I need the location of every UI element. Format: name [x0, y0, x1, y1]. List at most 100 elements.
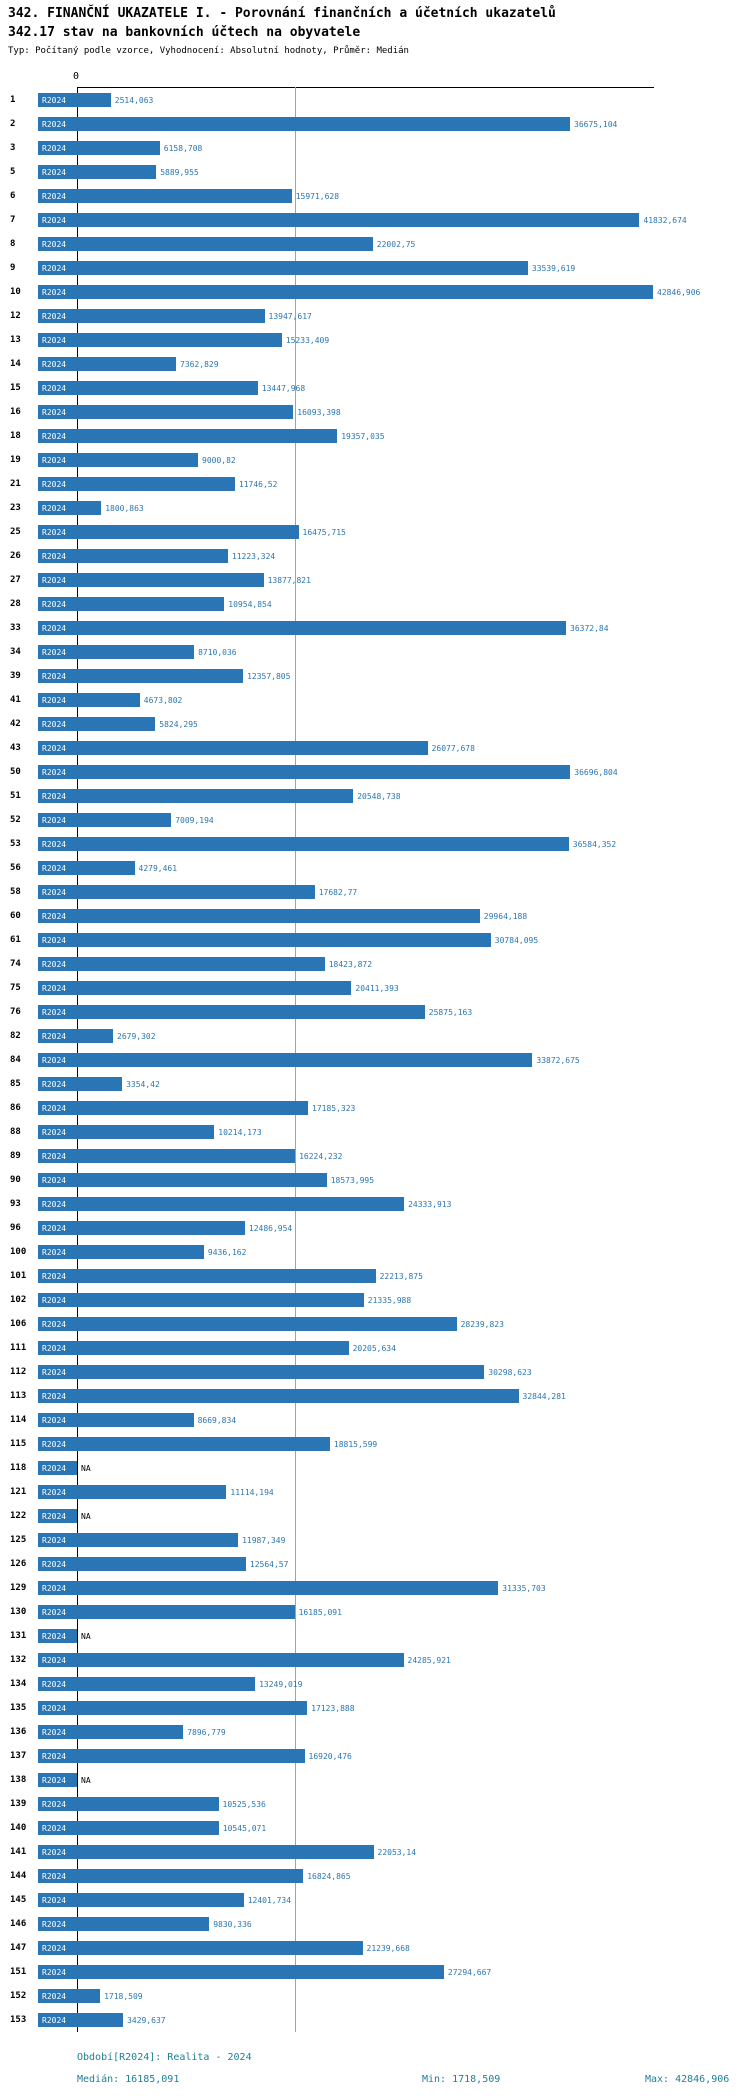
bar-row: 93 R2024 24333,913 [0, 1192, 750, 1216]
bar-row: 16 R2024 16093,398 [0, 400, 750, 424]
value-bar: R2024 [38, 813, 172, 827]
row-number-label: 19 [10, 455, 21, 465]
bar-row: 19 R2024 9000,82 [0, 448, 750, 472]
value-label: 36675,104 [574, 119, 618, 129]
row-number-label: 10 [10, 287, 21, 297]
bar-row: 90 R2024 18573,995 [0, 1168, 750, 1192]
series-tag: R2024 [42, 1007, 67, 1017]
row-number-label: 50 [10, 767, 21, 777]
row-number-label: 60 [10, 911, 21, 921]
bar-row: 118 R2024 NA [0, 1456, 750, 1480]
bar-wrap: R2024 16224,232 [38, 1144, 342, 1168]
value-bar: R2024 [38, 1461, 77, 1475]
value-bar: R2024 [38, 1701, 308, 1715]
series-tag: R2024 [42, 863, 67, 873]
series-tag: R2024 [42, 1919, 67, 1929]
chart-title: 342. FINANČNÍ UKAZATELE I. - Porovnání f… [8, 6, 556, 21]
value-bar: R2024 [38, 1653, 404, 1667]
value-bar: R2024 [38, 693, 140, 707]
series-tag: R2024 [42, 1247, 67, 1257]
value-bar: R2024 [38, 957, 325, 971]
row-number-label: 135 [10, 1703, 27, 1713]
bars-container: 1 R2024 2514,063 2 R2024 36675,104 3 R2024 6158,… [0, 88, 750, 2032]
value-label: 27294,667 [447, 1967, 492, 1977]
row-number-label: 88 [10, 1127, 21, 1137]
value-label: 33539,619 [531, 263, 576, 273]
bar-row: 27 R2024 13877,821 [0, 568, 750, 592]
row-number-label: 15 [10, 383, 21, 393]
bar-row: 137 R2024 16920,476 [0, 1744, 750, 1768]
row-number-label: 61 [10, 935, 21, 945]
row-number-label: 89 [10, 1151, 21, 1161]
series-tag: R2024 [42, 383, 67, 393]
value-label: 13947,617 [268, 311, 312, 321]
value-label: 18815,599 [333, 1439, 378, 1449]
row-number-label: 14 [10, 359, 21, 369]
row-number-label: 111 [10, 1343, 27, 1353]
bar-row: 53 R2024 36584,352 [0, 832, 750, 856]
series-tag: R2024 [42, 1463, 67, 1473]
value-label: 13249,019 [259, 1679, 303, 1689]
bar-row: 141 R2024 22053,14 [0, 1840, 750, 1864]
bar-row: 25 R2024 16475,715 [0, 520, 750, 544]
series-tag: R2024 [42, 167, 67, 177]
bar-wrap: R2024 33539,619 [38, 256, 575, 280]
bar-row: 106 R2024 28239,823 [0, 1312, 750, 1336]
bar-wrap: R2024 13947,617 [38, 304, 312, 328]
value-bar: R2024 [38, 477, 235, 491]
bar-row: 28 R2024 10954,854 [0, 592, 750, 616]
bar-wrap: R2024 17185,323 [38, 1096, 355, 1120]
series-tag: R2024 [42, 1991, 67, 2001]
bar-wrap: R2024 30298,623 [38, 1360, 532, 1384]
bar-row: 135 R2024 17123,888 [0, 1696, 750, 1720]
value-label: 2514,063 [114, 95, 154, 105]
value-label: 18423,872 [328, 959, 373, 969]
value-label: 10525,536 [222, 1799, 266, 1809]
series-tag: R2024 [42, 287, 67, 297]
bar-wrap: R2024 9000,82 [38, 448, 236, 472]
value-bar: R2024 [38, 1077, 123, 1091]
bar-row: 88 R2024 10214,173 [0, 1120, 750, 1144]
series-tag: R2024 [42, 911, 67, 921]
row-number-label: 13 [10, 335, 21, 345]
value-bar: R2024 [38, 213, 640, 227]
value-label: 36372,84 [570, 623, 609, 633]
value-bar: R2024 [38, 1989, 101, 2003]
value-label: 10545,071 [222, 1823, 267, 1833]
value-bar: R2024 [38, 1581, 499, 1595]
series-tag: R2024 [42, 1559, 67, 1569]
value-bar: R2024 [38, 861, 135, 875]
value-label: NA [81, 1463, 91, 1473]
bar-wrap: R2024 24285,921 [38, 1648, 451, 1672]
value-bar: R2024 [38, 429, 338, 443]
bar-wrap: R2024 20205,634 [38, 1336, 396, 1360]
bar-wrap: R2024 13249,019 [38, 1672, 302, 1696]
value-bar: R2024 [38, 237, 373, 251]
row-number-label: 7 [10, 215, 16, 225]
bar-wrap: R2024 13447,968 [38, 376, 305, 400]
bar-wrap: R2024 NA [38, 1456, 91, 1480]
series-tag: R2024 [42, 191, 67, 201]
value-label: 24333,913 [408, 1199, 452, 1209]
bar-row: 115 R2024 18815,599 [0, 1432, 750, 1456]
bar-wrap: R2024 7896,779 [38, 1720, 226, 1744]
bar-row: 5 R2024 5889,955 [0, 160, 750, 184]
bar-wrap: R2024 4673,802 [38, 688, 182, 712]
bar-row: 15 R2024 13447,968 [0, 376, 750, 400]
bar-wrap: R2024 22053,14 [38, 1840, 416, 1864]
bar-wrap: R2024 18815,599 [38, 1432, 377, 1456]
bar-row: 7 R2024 41832,674 [0, 208, 750, 232]
series-tag: R2024 [42, 1223, 67, 1233]
series-tag: R2024 [42, 983, 67, 993]
bar-wrap: R2024 9436,162 [38, 1240, 246, 1264]
value-bar: R2024 [38, 1965, 444, 1979]
value-bar: R2024 [38, 1485, 227, 1499]
value-bar: R2024 [38, 93, 111, 107]
value-label: 24285,921 [407, 1655, 451, 1665]
bar-row: 84 R2024 33872,675 [0, 1048, 750, 1072]
row-number-label: 145 [10, 1895, 27, 1905]
series-tag: R2024 [42, 215, 67, 225]
bar-row: 9 R2024 33539,619 [0, 256, 750, 280]
bar-wrap: R2024 10525,536 [38, 1792, 266, 1816]
bar-wrap: R2024 12564,57 [38, 1552, 288, 1576]
